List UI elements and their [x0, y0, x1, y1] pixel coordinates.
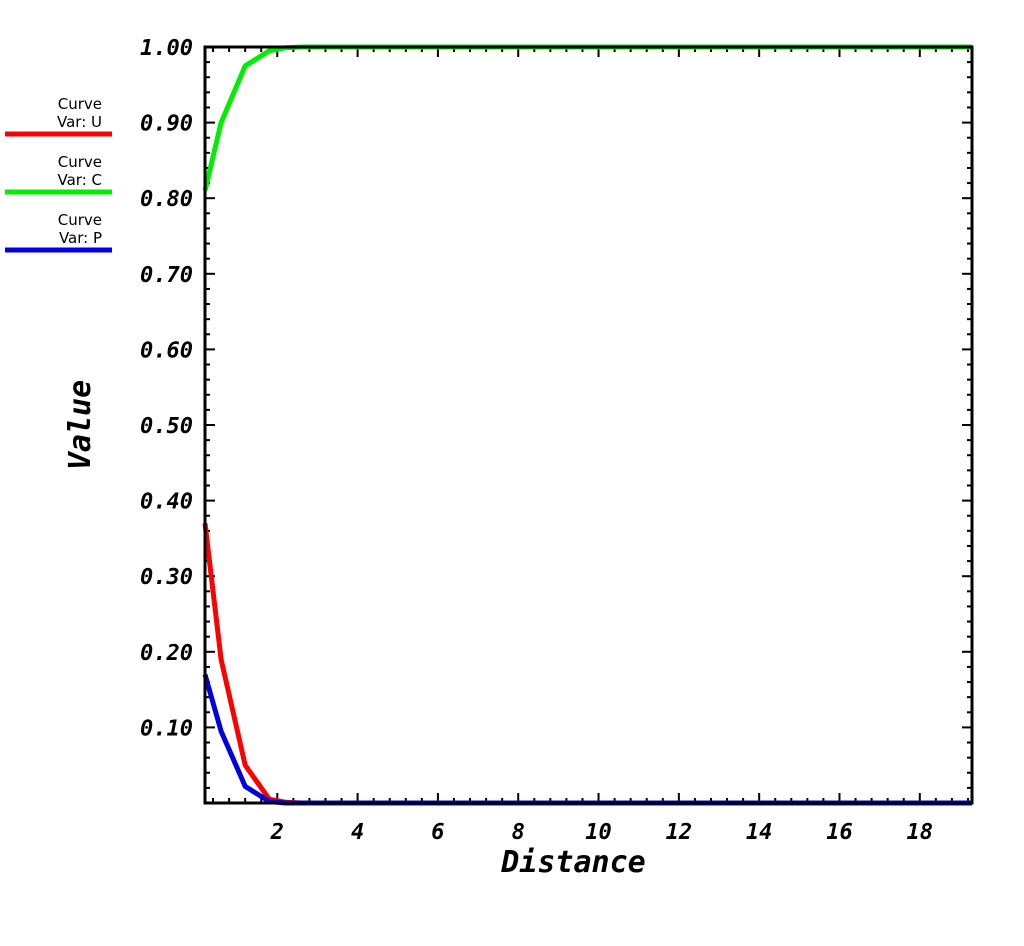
y-tick-label: 0.90: [140, 112, 193, 137]
legend-label-line1: Curve: [58, 211, 102, 229]
x-tick-label: 4: [351, 820, 364, 845]
legend-label-line1: Curve: [58, 95, 102, 113]
x-tick-label: 2: [270, 820, 284, 845]
x-tick-label: 8: [512, 820, 525, 845]
series-line-3: [202, 673, 972, 806]
legend-label-line1: Curve: [58, 153, 102, 171]
x-tick-label: 10: [585, 820, 612, 845]
x-tick-label: 14: [746, 820, 773, 845]
x-tick-label: 6: [431, 820, 444, 845]
series-line-1: [202, 523, 972, 806]
y-tick-label: 0.10: [140, 716, 193, 741]
series-line-2: [202, 44, 972, 192]
x-tick-label: 12: [666, 820, 693, 845]
legend-label-line2: Var: C: [58, 171, 103, 189]
y-tick-label: 0.60: [140, 338, 193, 363]
plot-area-frame: [203, 45, 974, 805]
x-axis-ticks: 2 4 6 8 10 12 14 16 18: [212, 47, 969, 845]
x-tick-label: 18: [907, 820, 934, 845]
y-tick-label: 0.20: [140, 641, 193, 666]
y-tick-label: 1.00: [140, 36, 193, 61]
x-axis-title: Distance: [500, 845, 646, 880]
y-axis-ticks: 0.10 0.20 0.30 0.40 0.50 0.60 0.70 0.80 0.90 1.00: [140, 36, 972, 789]
legend-label-line2: Var: U: [57, 113, 102, 131]
y-tick-label: 0.80: [140, 187, 193, 212]
y-tick-label: 0.70: [140, 263, 193, 288]
y-tick-label: 0.30: [140, 565, 193, 590]
y-tick-label: 0.50: [140, 414, 193, 439]
x-tick-label: 16: [826, 820, 853, 845]
y-tick-label: 0.40: [140, 490, 193, 515]
legend-label-line2: Var: P: [59, 229, 102, 247]
y-axis-title: Value: [63, 380, 98, 470]
series-lines: [202, 44, 972, 806]
